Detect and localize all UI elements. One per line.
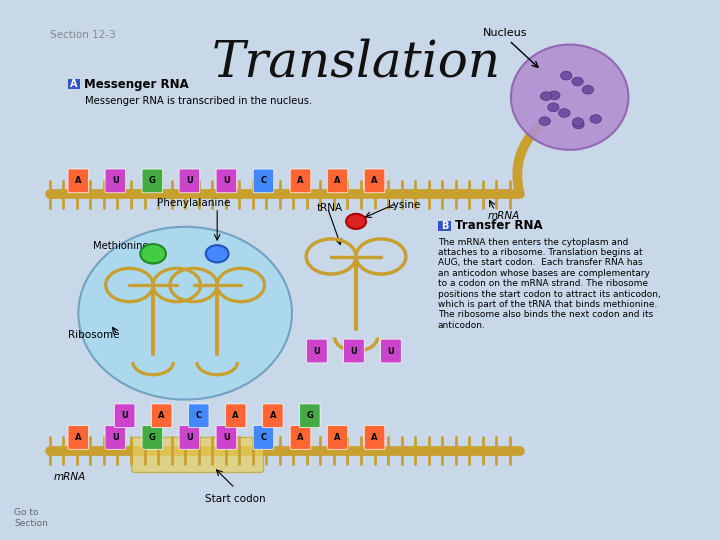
Circle shape [541,92,552,100]
Text: G: G [149,433,156,442]
Text: U: U [112,177,119,185]
Text: A: A [233,411,239,420]
Text: U: U [387,347,395,355]
FancyBboxPatch shape [343,339,364,363]
FancyBboxPatch shape [327,169,348,193]
Text: A: A [297,433,304,442]
Text: U: U [223,177,230,185]
FancyBboxPatch shape [290,426,311,449]
Text: mRNA: mRNA [487,211,520,221]
Text: Lysine: Lysine [388,200,420,210]
Text: Transfer RNA: Transfer RNA [455,219,543,232]
Text: A: A [75,177,81,185]
FancyBboxPatch shape [300,404,320,428]
FancyBboxPatch shape [225,404,246,428]
Circle shape [346,214,366,229]
Text: C: C [261,433,266,442]
Text: A: A [297,177,304,185]
Text: A: A [158,411,165,420]
FancyBboxPatch shape [364,426,385,449]
FancyBboxPatch shape [68,426,89,449]
Circle shape [572,120,584,129]
FancyBboxPatch shape [68,169,89,193]
Text: Methionine: Methionine [93,241,148,251]
Text: U: U [121,411,128,420]
Text: U: U [351,347,357,355]
Text: A: A [71,79,78,89]
Text: Phenylalanine: Phenylalanine [157,198,230,207]
FancyBboxPatch shape [189,404,209,428]
Text: A: A [269,411,276,420]
Text: Start codon: Start codon [204,494,265,504]
Text: U: U [313,347,320,355]
Circle shape [559,109,570,117]
Circle shape [206,245,228,262]
Text: G: G [306,411,313,420]
FancyBboxPatch shape [132,437,264,472]
FancyBboxPatch shape [179,169,199,193]
FancyBboxPatch shape [105,169,126,193]
Text: Go to
Section: Go to Section [14,508,48,528]
Circle shape [572,77,583,86]
Circle shape [582,85,593,94]
FancyBboxPatch shape [253,426,274,449]
FancyBboxPatch shape [290,169,311,193]
Text: A: A [75,433,81,442]
Text: A: A [372,177,378,185]
FancyBboxPatch shape [151,404,172,428]
FancyBboxPatch shape [438,221,451,231]
FancyBboxPatch shape [142,426,163,449]
FancyBboxPatch shape [216,426,237,449]
Text: C: C [196,411,202,420]
Text: mRNA: mRNA [53,472,86,483]
Circle shape [539,117,550,125]
FancyBboxPatch shape [179,426,199,449]
Text: Section 12-3: Section 12-3 [50,30,116,40]
Circle shape [572,118,584,126]
Circle shape [561,71,572,80]
Text: tRNA: tRNA [317,203,343,213]
Text: A: A [372,433,378,442]
FancyBboxPatch shape [307,339,327,363]
Text: U: U [186,433,193,442]
Ellipse shape [511,45,629,150]
Text: The mRNA then enters the cytoplasm and
attaches to a ribosome. Translation begin: The mRNA then enters the cytoplasm and a… [438,238,661,330]
FancyBboxPatch shape [253,169,274,193]
Text: Messenger RNA is transcribed in the nucleus.: Messenger RNA is transcribed in the nucl… [86,96,312,106]
Ellipse shape [78,227,292,400]
Text: Messenger RNA: Messenger RNA [84,78,189,91]
FancyBboxPatch shape [262,404,283,428]
FancyBboxPatch shape [68,79,81,89]
Circle shape [549,91,560,100]
Text: U: U [112,433,119,442]
Text: Ribosome: Ribosome [68,330,119,340]
FancyBboxPatch shape [216,169,237,193]
FancyBboxPatch shape [142,169,163,193]
Text: Nucleus: Nucleus [483,28,528,38]
Text: A: A [334,433,341,442]
FancyBboxPatch shape [327,426,348,449]
FancyBboxPatch shape [381,339,401,363]
Text: A: A [334,177,341,185]
Text: Translation: Translation [212,38,500,87]
Circle shape [590,114,601,123]
FancyBboxPatch shape [114,404,135,428]
Circle shape [548,103,559,112]
Text: C: C [261,177,266,185]
Circle shape [140,244,166,264]
FancyBboxPatch shape [105,426,126,449]
Text: U: U [223,433,230,442]
FancyBboxPatch shape [364,169,385,193]
Text: G: G [149,177,156,185]
Text: U: U [186,177,193,185]
Text: B: B [441,221,448,231]
